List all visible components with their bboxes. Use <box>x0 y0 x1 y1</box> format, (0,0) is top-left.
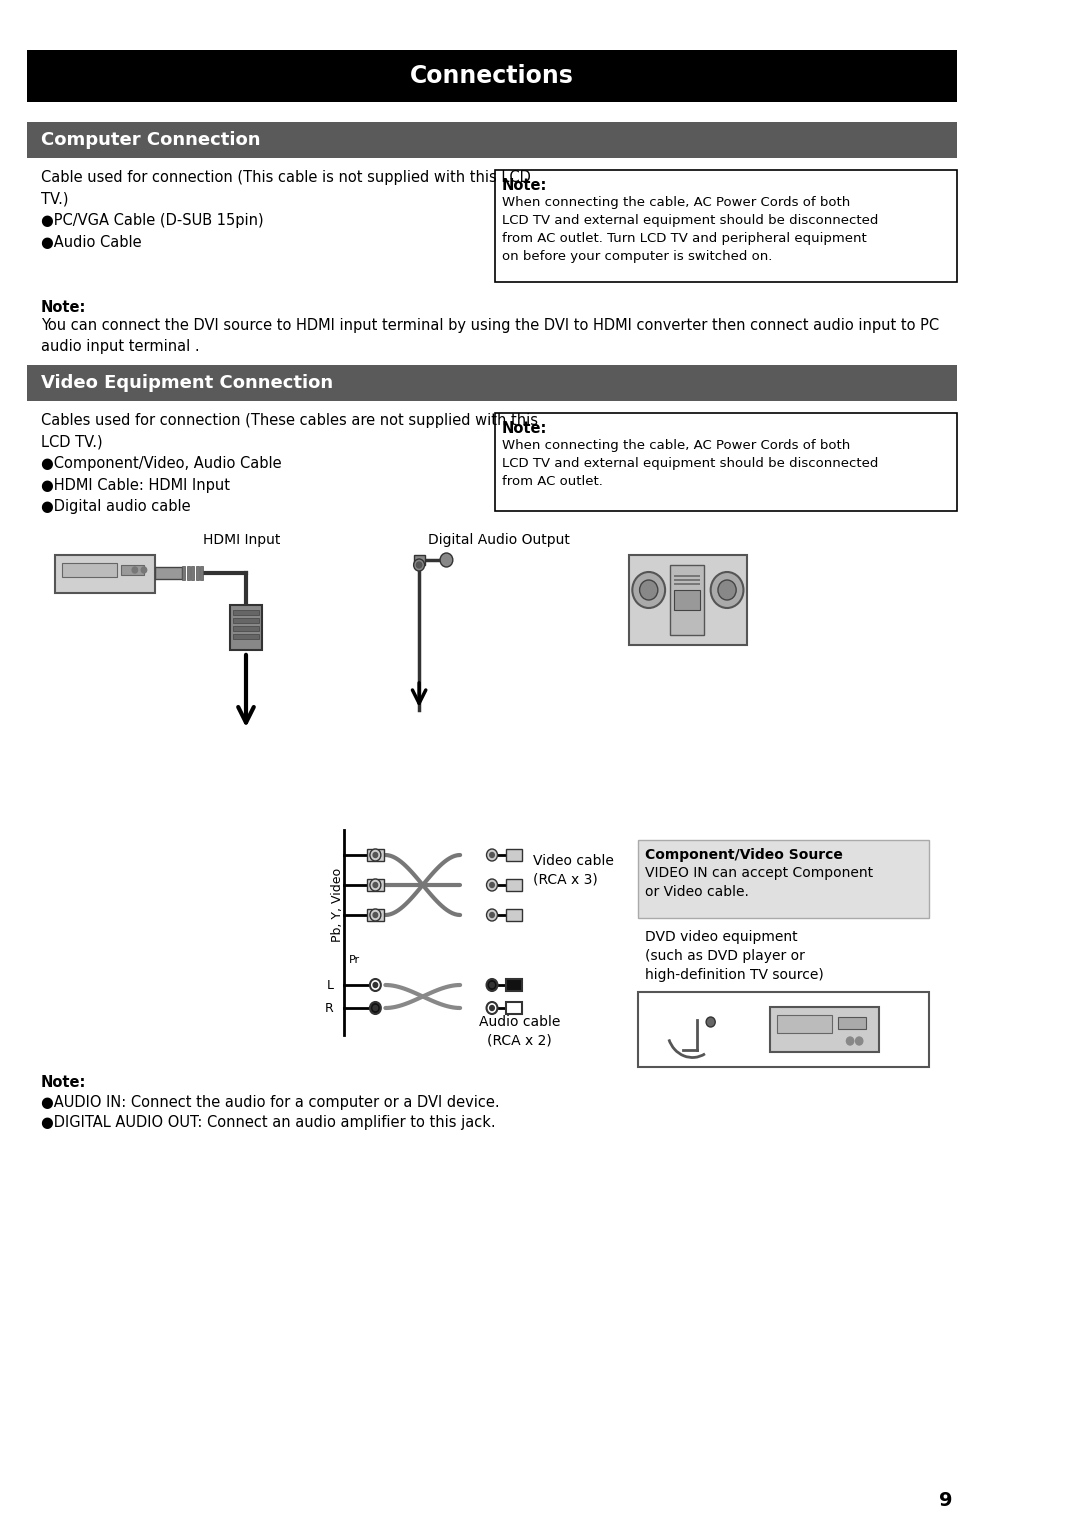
Circle shape <box>486 849 498 861</box>
Bar <box>838 1017 865 1030</box>
Circle shape <box>373 1005 378 1011</box>
Text: Cables used for connection (These cables are not supplied with this
LCD TV.)
●Co: Cables used for connection (These cables… <box>41 414 538 515</box>
Circle shape <box>370 979 381 991</box>
Circle shape <box>486 979 498 991</box>
Circle shape <box>373 852 378 858</box>
Text: HDMI Input: HDMI Input <box>203 533 280 547</box>
Bar <box>778 1016 832 1033</box>
Bar <box>495 170 957 282</box>
Text: You can connect the DVI source to HDMI input terminal by using the DVI to HDMI c: You can connect the DVI source to HDMI i… <box>41 319 940 354</box>
Circle shape <box>489 913 495 918</box>
Bar <box>638 840 929 918</box>
Bar <box>674 584 700 585</box>
Circle shape <box>414 559 424 571</box>
Text: Cable used for connection (This cable is not supplied with this LCD
TV.)
●PC/VGA: Cable used for connection (This cable is… <box>41 170 531 250</box>
Circle shape <box>370 879 381 892</box>
Bar <box>233 617 259 624</box>
Bar <box>191 565 194 581</box>
Text: Note:: Note: <box>502 421 548 437</box>
Circle shape <box>132 567 137 573</box>
Bar <box>670 565 704 634</box>
Bar <box>27 51 957 103</box>
Bar <box>638 993 929 1066</box>
Bar <box>121 565 144 574</box>
Text: R: R <box>325 1002 334 1014</box>
Text: ●AUDIO IN: Connect the audio for a computer or a DVI device.: ●AUDIO IN: Connect the audio for a compu… <box>41 1095 500 1111</box>
Circle shape <box>141 567 147 573</box>
Text: Pr: Pr <box>349 954 360 965</box>
Bar <box>629 555 747 645</box>
Bar <box>674 590 700 610</box>
Text: Component/Video Source: Component/Video Source <box>645 849 843 863</box>
Bar <box>233 627 259 631</box>
Circle shape <box>370 1002 381 1014</box>
Circle shape <box>847 1037 853 1045</box>
Circle shape <box>718 581 737 601</box>
Circle shape <box>373 982 378 988</box>
Bar <box>367 908 383 921</box>
Circle shape <box>417 562 422 568</box>
Bar <box>495 414 957 512</box>
Text: ●DIGITAL AUDIO OUT: Connect an audio amplifier to this jack.: ●DIGITAL AUDIO OUT: Connect an audio amp… <box>41 1115 496 1131</box>
Bar <box>27 123 957 158</box>
Bar <box>770 1007 879 1052</box>
Bar <box>233 634 259 639</box>
Circle shape <box>373 913 378 918</box>
Bar <box>367 879 383 892</box>
Circle shape <box>440 553 453 567</box>
Circle shape <box>489 852 495 858</box>
Bar <box>55 555 154 593</box>
Text: L: L <box>326 979 334 991</box>
Text: DVD video equipment
(such as DVD player or
high-definition TV source): DVD video equipment (such as DVD player … <box>645 930 824 982</box>
Text: 9: 9 <box>939 1491 953 1511</box>
Bar <box>201 565 203 581</box>
Text: When connecting the cable, AC Power Cords of both
LCD TV and external equipment : When connecting the cable, AC Power Cord… <box>502 440 878 489</box>
Bar <box>230 605 262 650</box>
Circle shape <box>706 1017 715 1026</box>
Text: Computer Connection: Computer Connection <box>41 132 260 149</box>
Circle shape <box>711 571 743 608</box>
Text: Note:: Note: <box>502 178 548 193</box>
Circle shape <box>370 908 381 921</box>
Circle shape <box>632 571 665 608</box>
Circle shape <box>486 879 498 892</box>
Text: Note:: Note: <box>41 1075 86 1089</box>
Bar <box>187 565 189 581</box>
Text: Connections: Connections <box>410 64 573 87</box>
Bar <box>183 565 185 581</box>
Bar <box>505 849 522 861</box>
Text: Note:: Note: <box>41 300 86 316</box>
Circle shape <box>489 982 495 988</box>
Bar <box>674 579 700 581</box>
Text: Video Equipment Connection: Video Equipment Connection <box>41 374 333 392</box>
Circle shape <box>639 581 658 601</box>
Circle shape <box>373 882 378 887</box>
Circle shape <box>489 882 495 887</box>
Bar <box>154 567 183 579</box>
Bar <box>505 1002 522 1014</box>
Bar <box>674 574 700 578</box>
Bar <box>27 365 957 401</box>
Text: VIDEO IN can accept Component
or Video cable.: VIDEO IN can accept Component or Video c… <box>645 866 874 899</box>
Text: Digital Audio Output: Digital Audio Output <box>429 533 570 547</box>
Circle shape <box>370 849 381 861</box>
Bar <box>62 562 117 578</box>
Text: Audio cable
(RCA x 2): Audio cable (RCA x 2) <box>478 1016 561 1048</box>
Bar <box>195 565 199 581</box>
Text: Pb, Y, Video: Pb, Y, Video <box>330 869 343 942</box>
Bar <box>414 555 424 565</box>
Text: Video cable
(RCA x 3): Video cable (RCA x 3) <box>534 853 613 885</box>
Bar <box>233 610 259 614</box>
Circle shape <box>855 1037 863 1045</box>
Bar <box>505 979 522 991</box>
Circle shape <box>486 1002 498 1014</box>
Bar <box>505 879 522 892</box>
Circle shape <box>489 1005 495 1011</box>
Bar <box>367 849 383 861</box>
Bar <box>505 908 522 921</box>
Text: When connecting the cable, AC Power Cords of both
LCD TV and external equipment : When connecting the cable, AC Power Cord… <box>502 196 878 264</box>
Circle shape <box>486 908 498 921</box>
